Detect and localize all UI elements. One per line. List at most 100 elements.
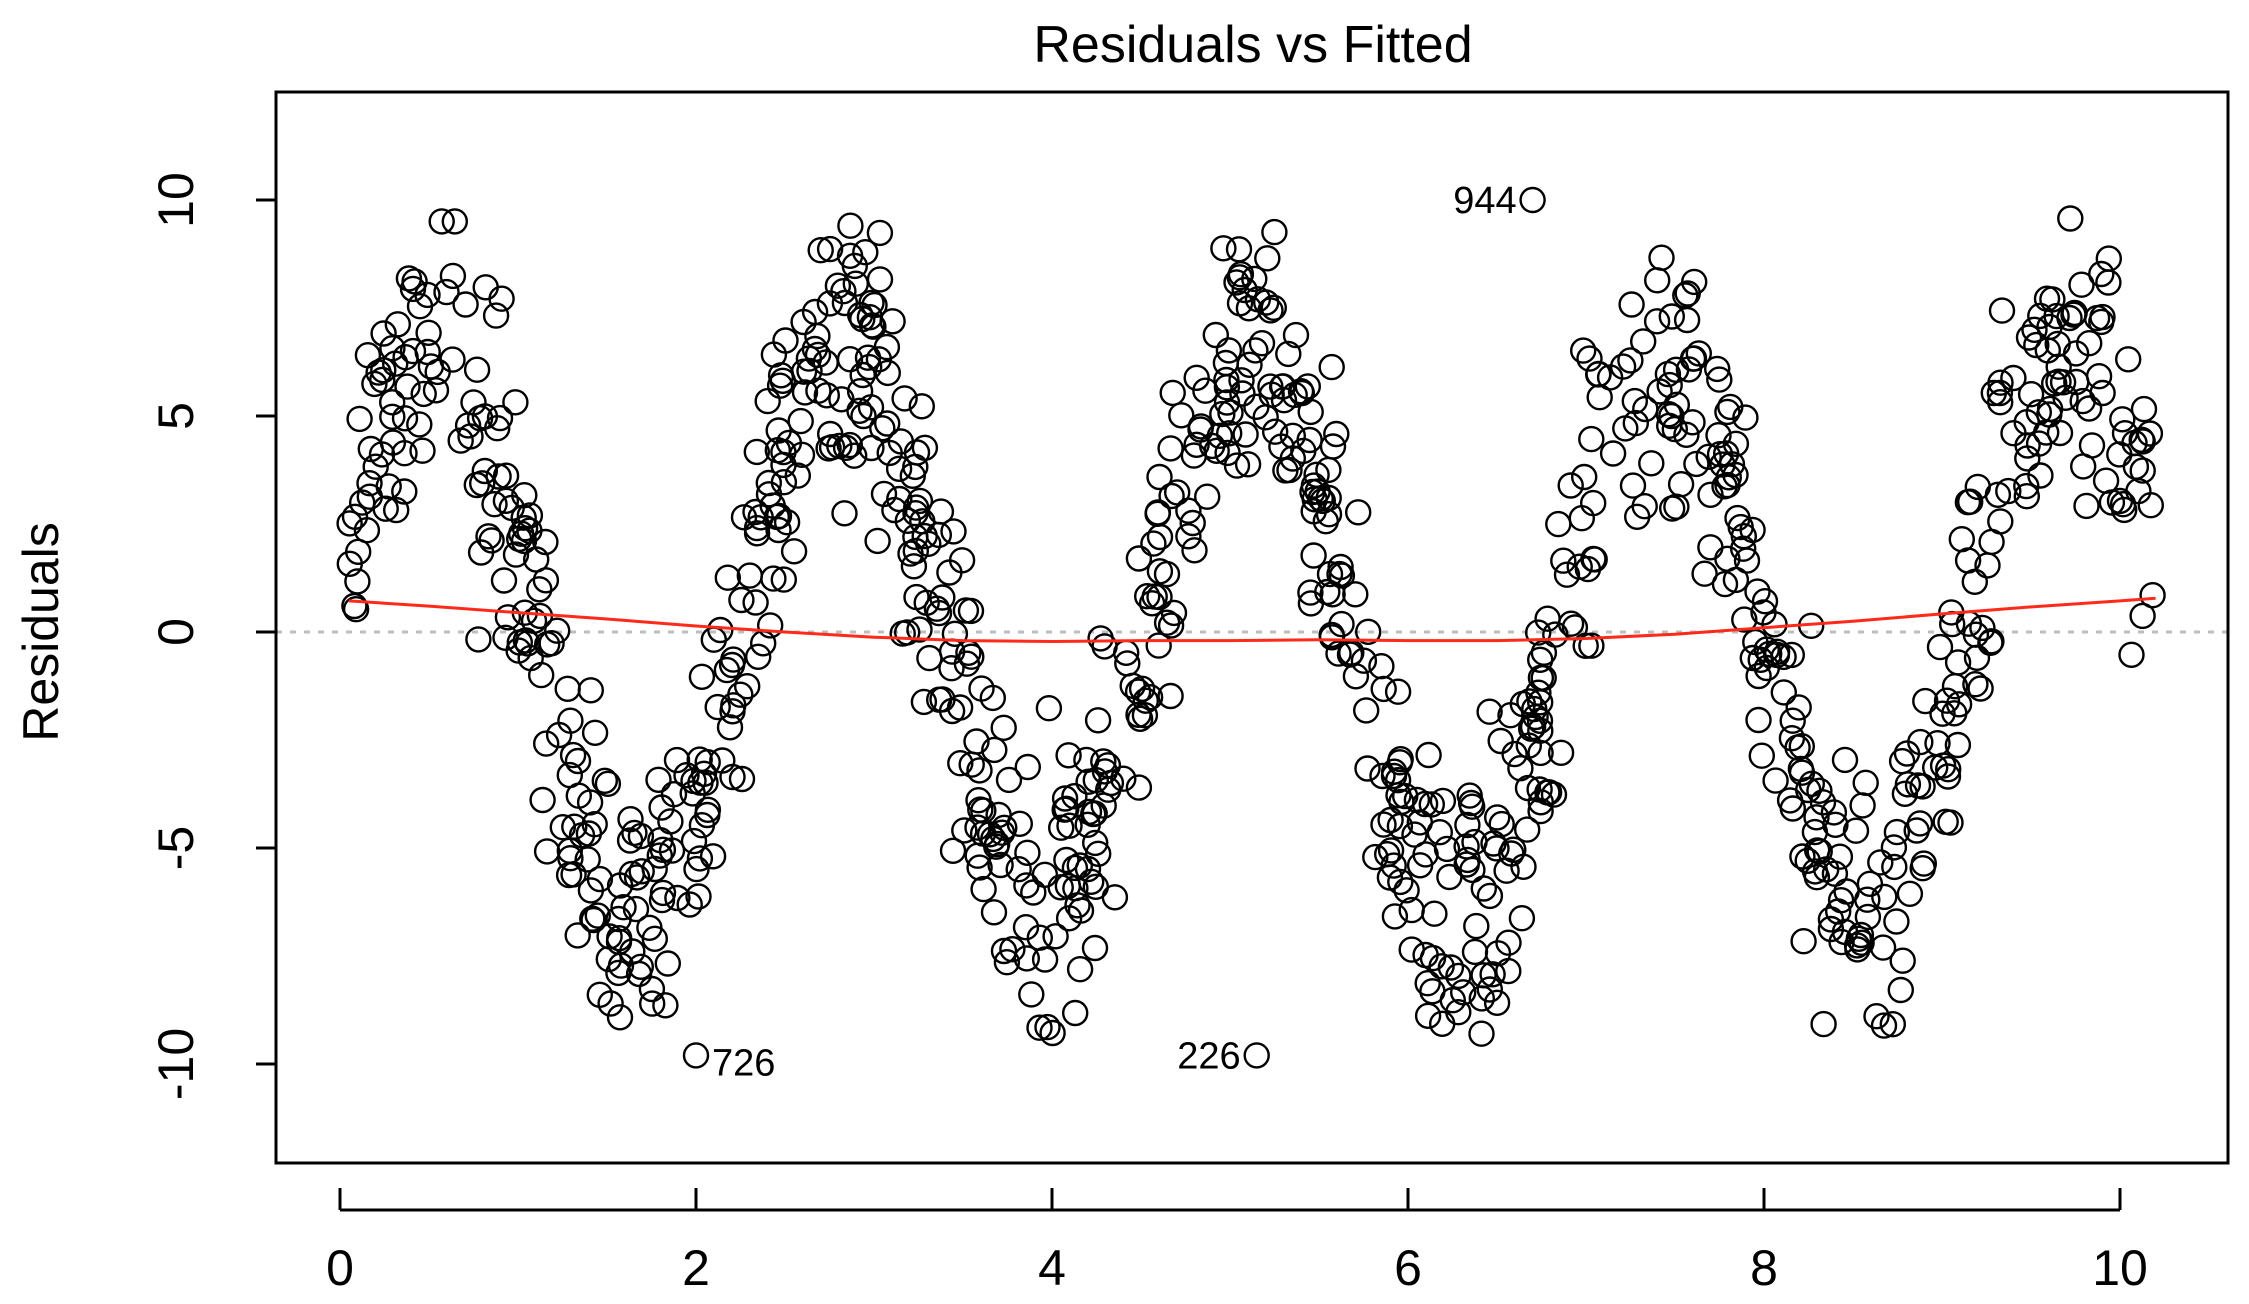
data-point <box>2069 387 2096 415</box>
data-point <box>1761 611 1788 638</box>
data-point <box>716 714 744 741</box>
data-point <box>728 765 756 793</box>
data-point <box>1821 860 1849 887</box>
data-point <box>409 437 436 464</box>
data-point <box>2069 453 2097 480</box>
data-point <box>981 736 1008 764</box>
data-point <box>1667 471 1695 498</box>
data-point <box>1268 433 1295 460</box>
data-point <box>1483 804 1511 831</box>
y-tick-label: 5 <box>148 402 204 430</box>
data-point <box>1318 624 1346 651</box>
data-point <box>579 905 606 932</box>
data-point <box>1369 762 1396 790</box>
data-point <box>743 514 771 542</box>
data-point <box>1909 773 1936 800</box>
data-point <box>1961 568 1989 595</box>
data-point <box>1131 702 1159 729</box>
data-point <box>1679 409 1706 436</box>
data-point <box>1944 731 1972 759</box>
data-point <box>1145 632 1172 659</box>
data-point <box>860 313 887 340</box>
data-point <box>1228 367 1255 394</box>
data-point <box>836 242 864 270</box>
data-point <box>1133 583 1161 610</box>
data-point <box>391 405 419 432</box>
data-point <box>1370 811 1397 838</box>
data-point <box>2073 492 2100 520</box>
data-point <box>1779 707 1806 734</box>
data-point <box>490 567 518 594</box>
data-point <box>1956 488 1984 515</box>
data-point <box>533 838 561 865</box>
data-point <box>1187 416 1214 443</box>
data-point <box>1381 903 1409 930</box>
data-point <box>1414 970 1441 997</box>
data-point <box>639 990 666 1017</box>
data-point <box>2045 368 2072 395</box>
data-point <box>1806 777 1833 804</box>
data-point <box>836 431 863 459</box>
data-point <box>580 906 607 934</box>
data-point <box>1215 420 1243 447</box>
data-point <box>1745 706 1772 734</box>
data-point <box>686 845 714 872</box>
data-point <box>652 992 679 1019</box>
data-point <box>1974 552 2001 579</box>
data-point <box>1091 633 1118 660</box>
data-point <box>370 320 397 347</box>
x-tick-label: 10 <box>2092 1240 2148 1296</box>
data-point <box>1910 850 1938 877</box>
data-point <box>966 757 993 784</box>
data-point <box>1483 835 1510 862</box>
data-point <box>1883 908 1910 935</box>
data-point <box>958 643 985 670</box>
data-point <box>1618 291 1645 318</box>
data-point <box>1061 854 1089 882</box>
data-point <box>1437 954 1465 981</box>
data-point <box>850 402 877 430</box>
data-point <box>1599 440 1627 467</box>
data-point <box>770 451 797 479</box>
data-point <box>742 589 769 616</box>
data-point <box>1380 852 1407 879</box>
data-point <box>2036 401 2063 428</box>
data-point <box>925 521 952 549</box>
data-point <box>1140 530 1167 557</box>
data-point <box>581 719 609 746</box>
data-point <box>1261 218 1288 246</box>
data-point <box>1932 808 1959 835</box>
data-point <box>1495 929 1522 956</box>
data-point <box>1282 321 1310 349</box>
data-point <box>460 389 487 416</box>
data-point <box>988 819 1016 846</box>
data-point <box>627 953 654 980</box>
data-point <box>1157 435 1184 462</box>
data-point <box>1540 781 1568 808</box>
data-point <box>894 619 921 646</box>
data-point <box>591 767 618 794</box>
data-point <box>1703 355 1731 383</box>
data-point <box>346 405 373 433</box>
data-point <box>1244 286 1272 313</box>
data-point <box>623 864 651 891</box>
data-point <box>1384 678 1412 705</box>
data-point <box>1612 415 1639 442</box>
data-point <box>452 291 479 318</box>
data-point <box>1711 570 1739 598</box>
data-point <box>1790 928 1817 955</box>
data-point <box>1705 422 1732 449</box>
data-point <box>628 858 655 885</box>
data-point <box>457 423 484 450</box>
data-point <box>616 827 644 854</box>
y-axis: -10 -5 0 5 10 <box>148 172 276 1100</box>
data-point <box>714 564 741 591</box>
data-point <box>980 899 1008 926</box>
data-point <box>1547 739 1575 766</box>
data-point <box>1463 912 1490 940</box>
data-point <box>1181 537 1208 564</box>
data-point <box>910 688 938 716</box>
data-point <box>1454 811 1481 839</box>
data-point <box>759 492 786 519</box>
data-point <box>1643 267 1671 294</box>
